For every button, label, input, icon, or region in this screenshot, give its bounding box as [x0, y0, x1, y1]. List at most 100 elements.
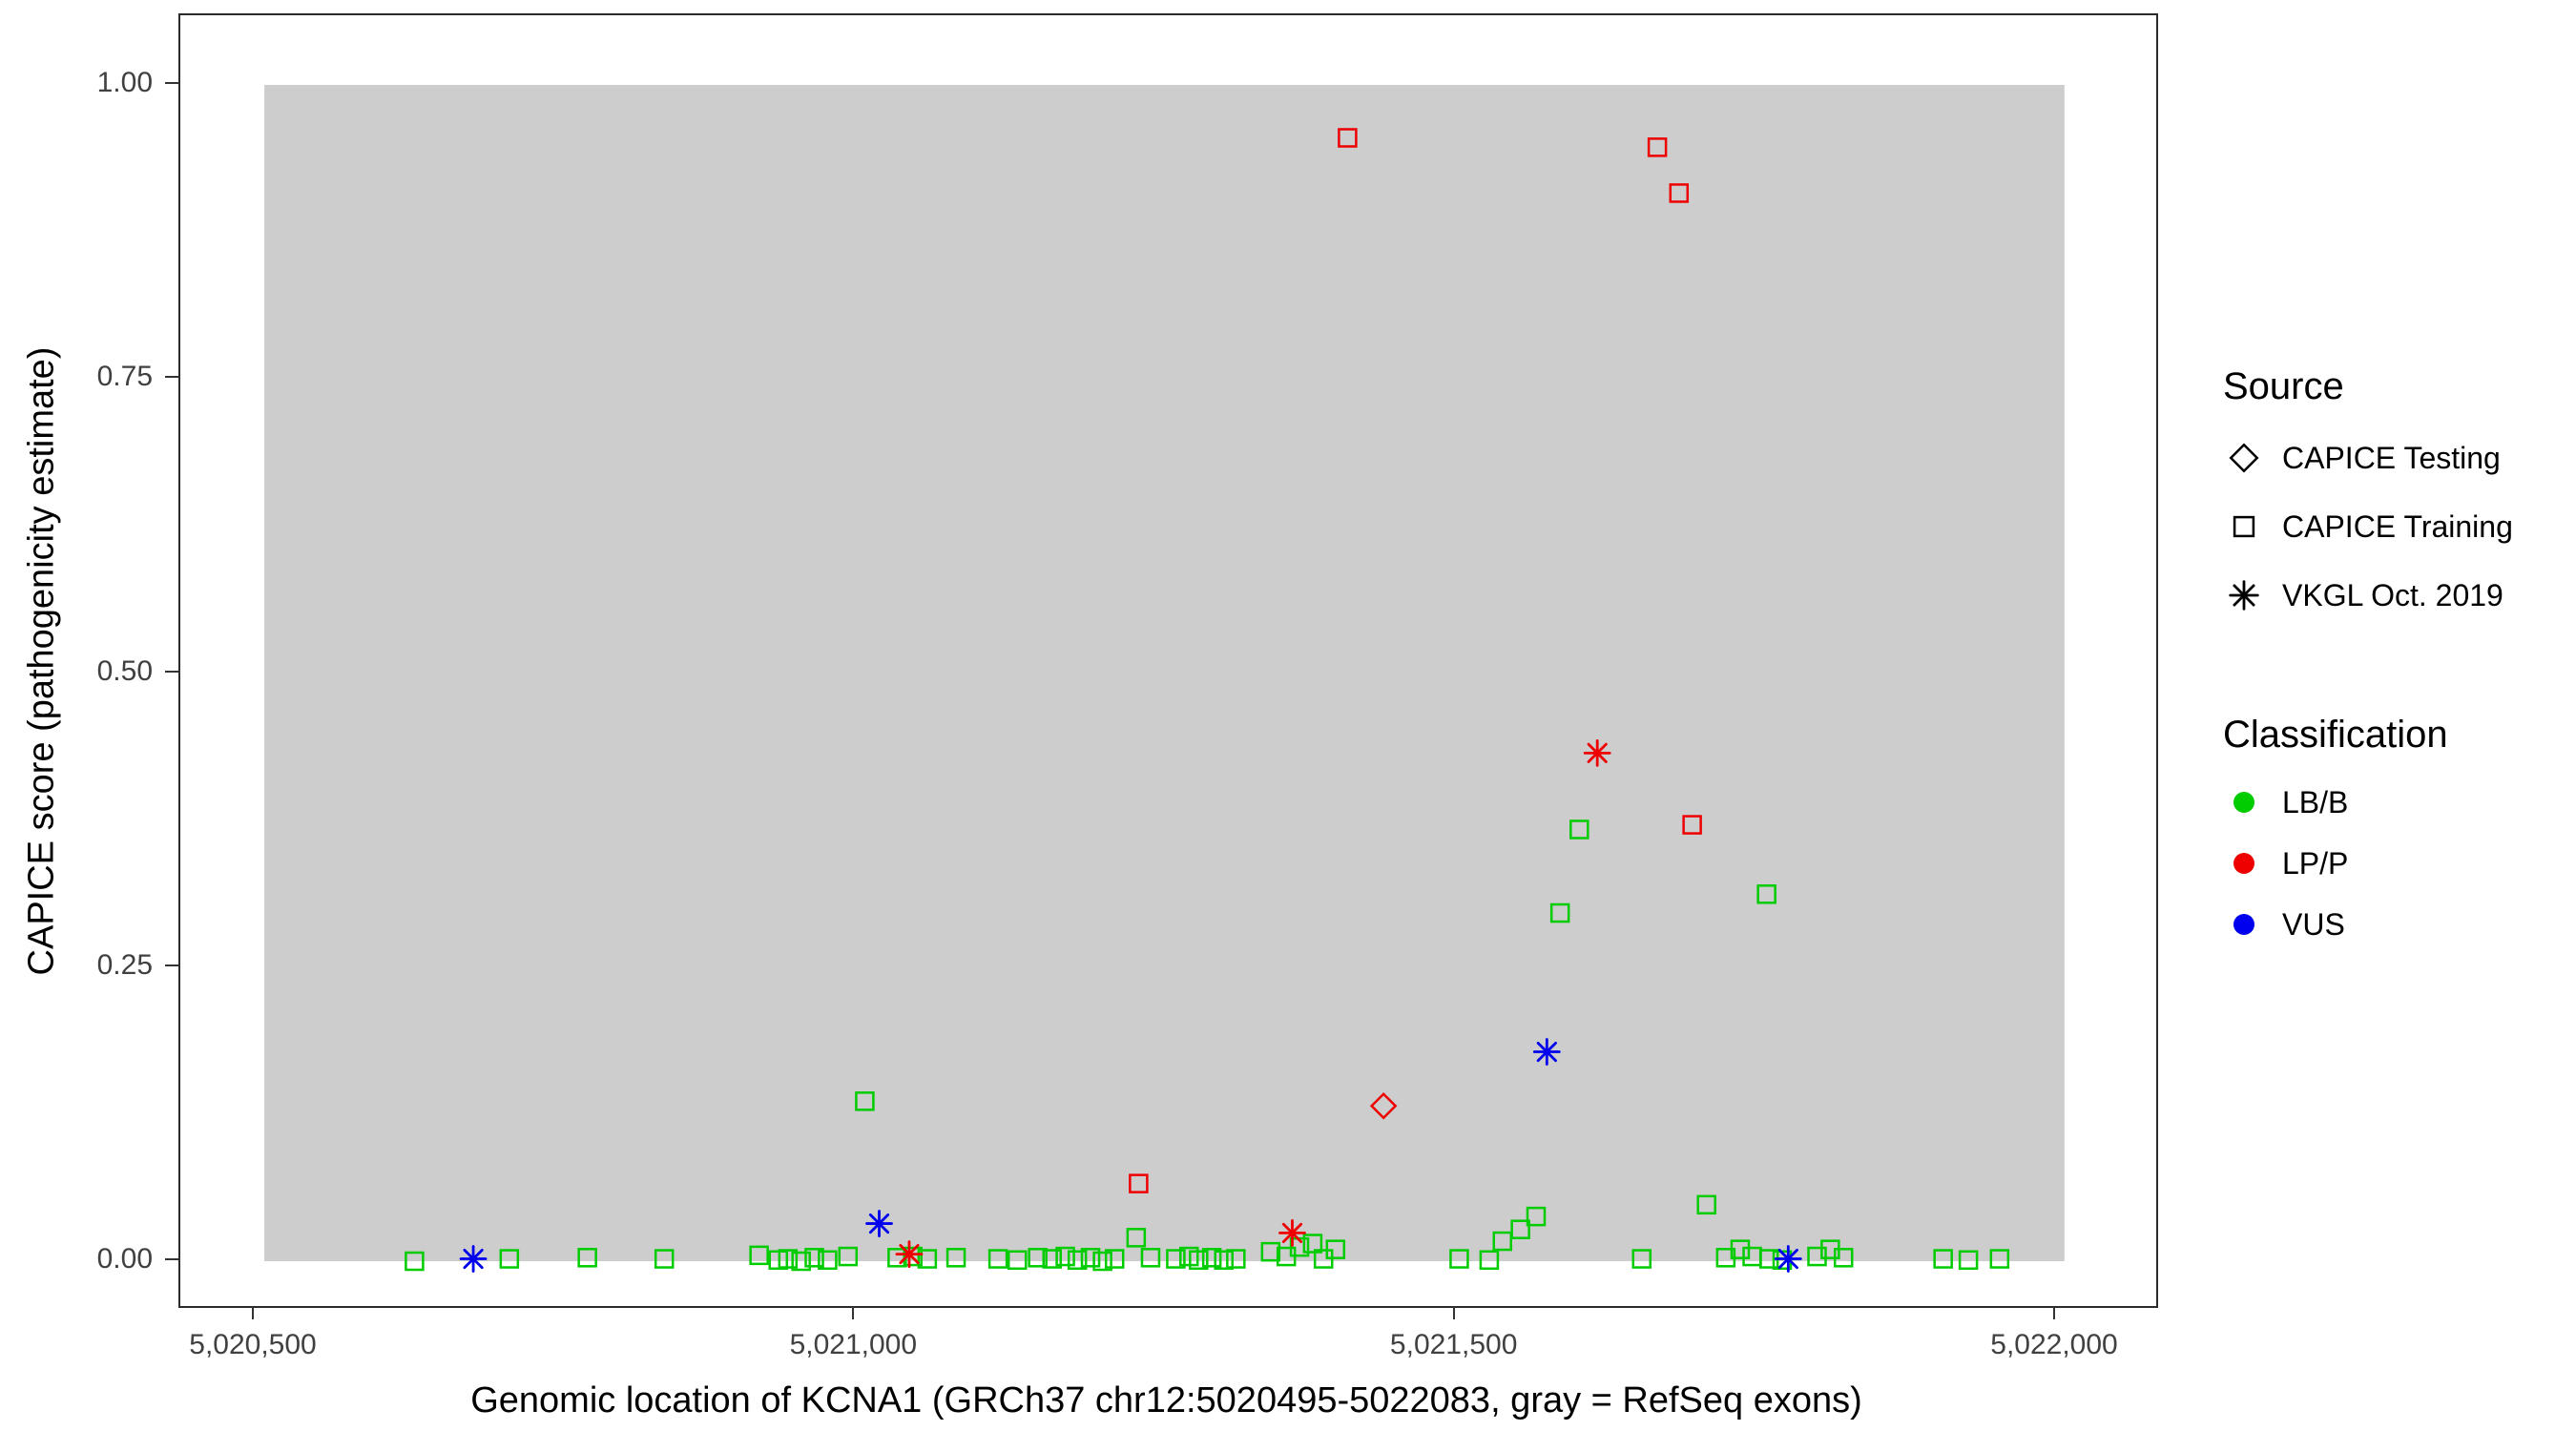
data-point-square-open — [1833, 1248, 1854, 1268]
data-point-square-open — [903, 1246, 923, 1267]
data-point-square-open — [1129, 1173, 1149, 1193]
data-point-square-open — [1067, 1250, 1088, 1271]
legend-item-lp-p: LP/P — [2223, 833, 2513, 894]
legend-source-title: Source — [2223, 365, 2344, 407]
y-tick-mark — [165, 964, 178, 966]
circle-filled-icon — [2233, 853, 2254, 874]
legend-classification-items: LB/B LP/P VUS — [2223, 772, 2513, 955]
data-point-square-open — [838, 1246, 859, 1267]
legend-item-label: CAPICE Training — [2282, 508, 2513, 544]
data-point-square-open — [1730, 1239, 1751, 1259]
y-tick-label: 0.25 — [96, 948, 153, 981]
data-point-asterisk — [895, 1240, 924, 1268]
circle-filled-icon — [2233, 792, 2254, 813]
data-point-circle-filled — [2233, 853, 2254, 874]
data-point-square-open — [1080, 1248, 1101, 1268]
y-tick-mark — [165, 376, 178, 379]
data-point-square-open — [1302, 1234, 1323, 1254]
data-point-square-open — [1669, 183, 1690, 203]
data-point-square-open — [1510, 1219, 1530, 1239]
legend-item-label: CAPICE Testing — [2282, 440, 2501, 475]
data-point-square-open — [1449, 1249, 1469, 1269]
y-tick-mark — [165, 82, 178, 84]
data-point-square-open — [1008, 1250, 1028, 1271]
data-point-square-open — [1526, 1206, 1547, 1227]
data-point-circle-filled — [2233, 792, 2254, 813]
data-point-asterisk — [459, 1245, 488, 1273]
data-point-square-open — [577, 1248, 597, 1268]
x-tick-label: 5,021,500 — [1389, 1329, 1518, 1360]
data-point-square-open — [818, 1250, 838, 1271]
x-tick-mark — [252, 1306, 254, 1319]
square-open-icon — [2233, 515, 2255, 538]
data-point-square-open — [1549, 902, 1570, 923]
data-point-square-open — [1325, 1239, 1346, 1259]
data-point-square-open — [778, 1249, 799, 1269]
data-point-square-open — [1696, 1194, 1716, 1215]
data-point-square-open — [1140, 1248, 1161, 1268]
x-tick-mark — [852, 1306, 855, 1319]
data-point-square-open — [1226, 1249, 1246, 1269]
x-tick-label: 5,020,500 — [189, 1329, 317, 1360]
x-tick-mark — [1452, 1306, 1455, 1319]
data-point-asterisk — [1532, 1038, 1561, 1066]
legend-item-label: LP/P — [2282, 845, 2349, 881]
y-tick-label: 0.50 — [96, 654, 153, 687]
y-tick-mark — [165, 670, 178, 673]
data-point-square-open — [1055, 1246, 1075, 1267]
data-point-square-open — [1756, 884, 1776, 904]
plot-canvas — [264, 85, 2065, 1273]
x-tick-label: 5,021,000 — [789, 1329, 918, 1360]
legend-section-gap — [2223, 630, 2513, 714]
legend-item-capice-testing: CAPICE Testing — [2223, 424, 2513, 492]
data-point-square-open — [1682, 815, 1702, 835]
data-point-circle-filled — [2233, 914, 2254, 935]
asterisk-icon — [2229, 580, 2259, 611]
data-point-square-open — [1631, 1249, 1652, 1269]
data-point-square-open — [804, 1248, 824, 1268]
legend-item-vkgl-oct-2019: VKGL Oct. 2019 — [2223, 561, 2513, 630]
legend-item-label: VKGL Oct. 2019 — [2282, 577, 2503, 612]
data-point-square-open — [1092, 1251, 1112, 1272]
circle-filled-icon — [2233, 914, 2254, 935]
refseq-exon-region — [264, 85, 2065, 1261]
data-point-square-open — [1569, 819, 1589, 840]
legend: Source CAPICE Testing CAPICE Training VKGL… — [2223, 365, 2513, 955]
data-point-square-open — [1989, 1249, 2010, 1269]
legend-classification-title: Classification — [2223, 714, 2448, 756]
data-point-square-open — [1933, 1249, 1953, 1269]
x-axis-title: Genomic location of KCNA1 (GRCh37 chr12:… — [470, 1380, 1862, 1421]
data-point-square-open — [749, 1245, 769, 1266]
data-point-asterisk — [1278, 1219, 1306, 1247]
data-point-square-open — [1492, 1231, 1513, 1252]
y-tick-label: 0.75 — [96, 361, 153, 393]
diamond-open-icon — [2229, 443, 2259, 473]
data-point-square-open — [2233, 515, 2255, 538]
legend-item-capice-training: CAPICE Training — [2223, 492, 2513, 561]
data-point-asterisk — [1583, 738, 1611, 767]
data-point-square-open — [1126, 1228, 1147, 1248]
data-point-square-open — [1189, 1250, 1209, 1271]
plot-panel — [178, 13, 2158, 1308]
data-point-asterisk — [1774, 1245, 1802, 1273]
data-point-square-open — [1260, 1241, 1281, 1262]
data-point-square-open — [1214, 1250, 1234, 1271]
data-point-square-open — [1958, 1250, 1979, 1271]
data-point-square-open — [855, 1091, 875, 1111]
data-point-square-open — [945, 1248, 966, 1268]
data-point-square-open — [1166, 1249, 1186, 1269]
legend-source-items: CAPICE Testing CAPICE Training VKGL Oct. 2… — [2223, 424, 2513, 630]
data-point-square-open — [791, 1251, 811, 1272]
data-point-square-open — [1104, 1249, 1125, 1269]
y-tick-mark — [165, 1258, 178, 1260]
data-point-diamond-open — [1369, 1091, 1398, 1120]
data-point-asterisk — [865, 1210, 893, 1237]
legend-item-vus: VUS — [2223, 894, 2513, 955]
data-point-square-open — [1338, 128, 1358, 148]
data-point-square-open — [654, 1249, 675, 1269]
y-tick-label: 1.00 — [96, 67, 153, 98]
data-point-square-open — [1807, 1246, 1827, 1267]
data-point-diamond-open — [2229, 443, 2259, 473]
legend-item-label: VUS — [2282, 906, 2345, 942]
